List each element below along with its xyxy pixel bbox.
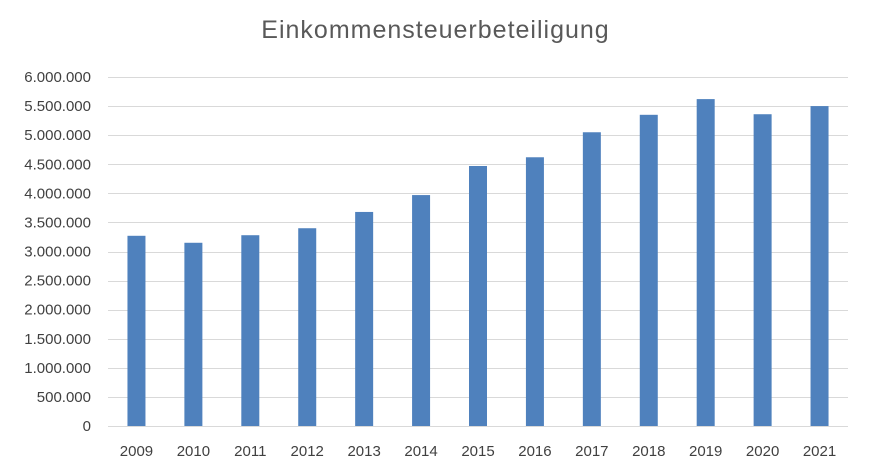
y-tick-label: 0 (83, 418, 91, 435)
x-tick-label: 2014 (404, 443, 437, 460)
bar-2015 (469, 165, 487, 426)
x-tick-label: 2011 (234, 443, 266, 460)
x-axis-tick-labels: 2009 2010 2011 2012 2013 2014 2015 2016 2017 2018… (120, 443, 836, 460)
x-tick-label: 2021 (803, 443, 836, 460)
y-tick-label: 500.000 (37, 389, 91, 406)
y-tick-label: 1.000.000 (24, 360, 91, 377)
x-tick-label: 2015 (461, 443, 494, 460)
chart-title: Einkommensteuerbeteiligung (261, 16, 610, 44)
y-tick-label: 2.500.000 (24, 273, 91, 290)
y-tick-label: 6.000.000 (24, 69, 91, 86)
y-tick-label: 4.500.000 (24, 156, 91, 173)
x-tick-label: 2009 (120, 443, 153, 460)
bars (127, 99, 829, 426)
x-tick-label: 2017 (575, 443, 608, 460)
y-tick-label: 3.500.000 (24, 214, 91, 231)
bar-2017 (582, 132, 601, 426)
bar-2016 (525, 157, 544, 426)
bar-2018 (639, 114, 658, 426)
x-tick-label: 2010 (177, 443, 210, 460)
x-tick-label: 2019 (689, 443, 722, 460)
bar-2014 (412, 195, 431, 426)
y-axis-tick-labels: 0 500.000 1.000.000 1.500.000 2.000.000 2.500… (24, 69, 91, 435)
bar-2020 (753, 114, 772, 426)
y-tick-label: 5.500.000 (24, 98, 91, 115)
y-tick-label: 5.000.000 (24, 127, 91, 144)
x-tick-label: 2016 (518, 443, 551, 460)
x-tick-label: 2018 (632, 443, 665, 460)
bar-2011 (241, 235, 260, 426)
y-tick-label: 1.500.000 (24, 331, 91, 348)
x-tick-label: 2013 (347, 443, 380, 460)
bar-2013 (355, 211, 374, 426)
y-tick-label: 4.000.000 (24, 185, 91, 202)
bar-2021 (810, 106, 829, 426)
bar-2019 (696, 99, 715, 426)
x-tick-label: 2012 (291, 443, 324, 460)
x-tick-label: 2020 (746, 443, 779, 460)
bar-2012 (298, 228, 317, 426)
bar-2010 (184, 242, 203, 426)
y-tick-label: 3.000.000 (24, 244, 91, 261)
y-tick-label: 2.000.000 (24, 302, 91, 319)
bar-2009 (127, 235, 146, 426)
